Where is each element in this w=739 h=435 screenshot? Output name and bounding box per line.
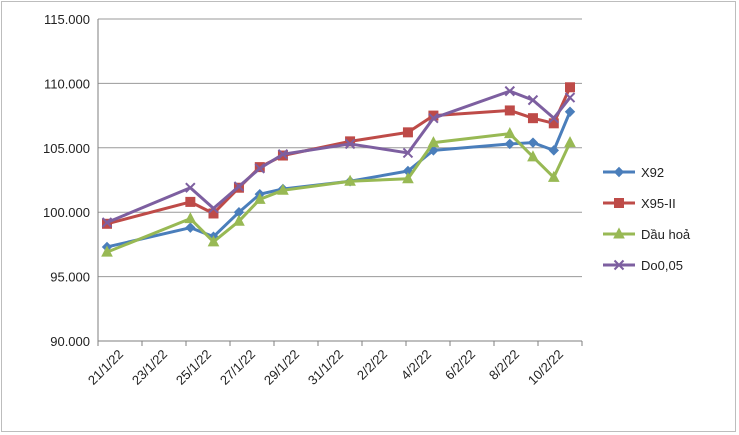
data-point	[527, 94, 539, 106]
data-point-stroke	[254, 163, 265, 174]
data-point-stroke	[402, 147, 414, 159]
data-point	[207, 235, 220, 247]
y-tick-label: 100.000	[43, 205, 90, 220]
data-point	[277, 149, 289, 160]
data-point	[233, 214, 245, 226]
data-point-stroke	[101, 217, 113, 228]
legend-item: X92	[603, 165, 664, 180]
x-tick-label: 2/2/22	[354, 347, 390, 383]
series-line	[106, 111, 572, 249]
data-point	[564, 136, 576, 148]
series-group	[101, 82, 576, 257]
data-point	[504, 138, 516, 150]
data-point	[101, 217, 113, 228]
data-point	[565, 82, 575, 93]
data-point-stroke	[564, 92, 576, 103]
series-0	[101, 106, 576, 253]
data-point	[277, 183, 289, 195]
grid	[98, 18, 582, 342]
y-tick-label: 115.000	[44, 12, 90, 27]
data-point	[613, 227, 625, 239]
data-point	[564, 106, 576, 117]
data-point	[402, 147, 414, 159]
data-point	[527, 113, 538, 124]
data-point-stroke	[344, 138, 356, 150]
data-point	[208, 203, 219, 214]
data-point	[345, 136, 356, 147]
data-point	[548, 112, 560, 124]
x-tick-label: 6/2/22	[442, 347, 478, 383]
series-2	[101, 127, 576, 257]
data-point	[527, 137, 539, 148]
data-point	[427, 136, 440, 148]
data-point-stroke	[185, 182, 196, 193]
x-tick-label: 21/1/22	[85, 347, 126, 388]
data-point	[527, 150, 539, 162]
y-tick-label: 95.000	[50, 270, 90, 285]
data-point-stroke	[504, 85, 516, 97]
data-point	[613, 259, 625, 271]
data-point	[504, 85, 516, 97]
x-tick-label: 10/2/22	[525, 347, 566, 388]
x-tick-label: 8/2/22	[486, 347, 522, 383]
series-line	[106, 86, 572, 226]
data-point-stroke	[527, 94, 539, 106]
series-3	[101, 85, 576, 228]
series-1	[102, 82, 575, 229]
data-point	[253, 192, 266, 204]
legend-label: X95-II	[641, 196, 676, 211]
data-point-stroke	[277, 149, 289, 160]
x-tick-label: 29/1/22	[261, 347, 302, 388]
data-point	[344, 138, 356, 150]
data-point-stroke	[428, 112, 439, 124]
data-point	[185, 182, 196, 193]
x-tick-label: 27/1/22	[217, 347, 258, 388]
x-tick-label: 31/1/22	[305, 347, 346, 388]
data-point	[547, 170, 560, 182]
data-point	[101, 245, 113, 257]
data-point	[503, 127, 516, 139]
data-point	[184, 212, 197, 224]
legend-label: X92	[641, 165, 664, 180]
data-point-stroke	[613, 259, 625, 271]
x-tick-label: 4/2/22	[398, 347, 434, 383]
data-point	[344, 174, 356, 186]
data-point	[185, 196, 196, 207]
data-point	[402, 127, 413, 138]
axes	[97, 19, 583, 346]
y-axis-labels: 90.000 95.000 100.000 105.000 110.000 115.000	[43, 12, 90, 349]
data-point	[613, 166, 625, 178]
y-tick-label: 110.000	[44, 76, 90, 91]
data-point	[402, 172, 414, 184]
data-point-stroke	[208, 203, 219, 214]
data-point	[504, 105, 515, 116]
data-point	[614, 198, 624, 208]
data-point	[233, 181, 245, 192]
y-tick-label: 105.000	[43, 141, 90, 156]
data-point	[428, 112, 439, 124]
x-tick-label: 23/1/22	[129, 347, 170, 388]
x-axis-labels: 21/1/22 23/1/22 25/1/22 27/1/22 29/1/22 31/1/…	[85, 347, 566, 388]
data-point-stroke	[233, 181, 245, 192]
legend-label: Do0,05	[641, 258, 683, 273]
legend-item: X95-II	[603, 196, 676, 211]
legend-item: Do0,05	[603, 258, 683, 273]
data-point	[185, 222, 196, 233]
data-point	[254, 163, 265, 174]
data-point	[564, 92, 576, 103]
y-tick-label: 90.000	[50, 334, 90, 349]
legend-item: Dầu hoả	[603, 227, 691, 242]
legend: X92 X95-II Dầu hoả Do0,05	[603, 165, 691, 273]
x-tick-label: 25/1/22	[173, 347, 214, 388]
data-point	[548, 145, 560, 156]
legend-label: Dầu hoả	[641, 227, 691, 242]
data-point-stroke	[548, 112, 560, 124]
